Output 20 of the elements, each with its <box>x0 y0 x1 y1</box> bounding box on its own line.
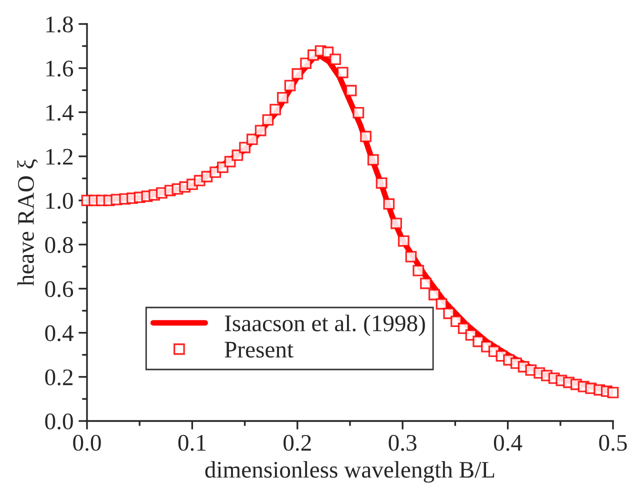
y-axis-title: heave RAO ξ <box>17 159 38 286</box>
y-tick-label: 1.6 <box>46 60 74 77</box>
y-tick-label: 0.6 <box>45 281 74 298</box>
x-tick-label: 0.3 <box>388 434 416 451</box>
legend-label: Present <box>224 342 294 358</box>
y-tick-label: 0.0 <box>45 413 73 430</box>
x-tick-label: 0.0 <box>73 434 101 451</box>
y-tick-label: 1.2 <box>46 148 73 165</box>
x-tick-label: 0.1 <box>178 434 206 451</box>
y-tick-label: 0.4 <box>45 325 74 342</box>
x-tick-label: 0.2 <box>284 434 311 451</box>
x-axis-title: dimensionless wavelength B/L <box>205 461 494 483</box>
y-tick-label: 1.0 <box>46 192 73 209</box>
x-tick-label: 0.5 <box>599 434 627 451</box>
x-tick-label: 0.4 <box>494 434 522 451</box>
y-tick-label: 0.2 <box>45 369 73 386</box>
y-tick-label: 0.8 <box>45 237 73 254</box>
y-tick-label: 1.4 <box>46 104 74 121</box>
legend-label: Isaacson et al. (1998) <box>224 314 425 336</box>
y-tick-label: 1.8 <box>46 16 73 33</box>
